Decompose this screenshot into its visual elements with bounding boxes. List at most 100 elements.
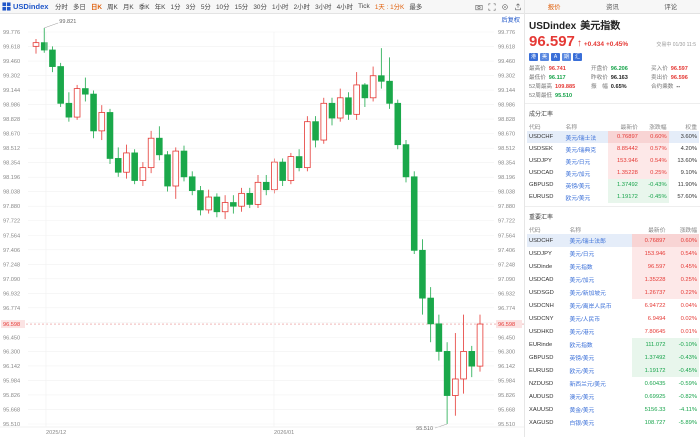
- period-12[interactable]: 30分: [253, 4, 267, 11]
- candle-body[interactable]: [262, 181, 270, 191]
- table-row[interactable]: USDCHF 美元/瑞士法郎 0.76897 0.60%: [527, 234, 699, 247]
- candle-body[interactable]: [419, 249, 426, 299]
- candle-body[interactable]: [304, 121, 311, 169]
- market-badge-icon[interactable]: 港: [529, 53, 538, 61]
- candle-body[interactable]: [139, 167, 147, 181]
- candle-body[interactable]: [82, 88, 89, 95]
- table-row[interactable]: USDHKD 美元/港元 7.80645 0.01%: [527, 325, 699, 338]
- period-17[interactable]: Tick: [358, 3, 370, 10]
- column-header[interactable]: 涨跌幅: [649, 124, 667, 131]
- column-header[interactable]: 名称: [565, 124, 578, 131]
- period-6[interactable]: 年K: [154, 4, 166, 11]
- table-row[interactable]: USDCAD 美元/加元 1.35228 0.25% 9.10%: [527, 167, 699, 179]
- table-row[interactable]: XAUUSD 黄金/美元 5156.33 -4.11%: [527, 403, 699, 416]
- tab-comments[interactable]: 评论: [664, 4, 678, 11]
- column-header[interactable]: 代码: [529, 227, 541, 234]
- table-row[interactable]: EURinde 欧元指数 111.072 -0.10%: [527, 338, 699, 351]
- candle-body[interactable]: [394, 102, 402, 146]
- table-row[interactable]: USDinde 美元指数 96.597 0.45%: [527, 260, 699, 273]
- table-row[interactable]: NZDUSD 新西兰元/美元 0.60435 -0.59%: [527, 377, 699, 390]
- candle-body[interactable]: [156, 137, 163, 156]
- period-13[interactable]: 1小时: [272, 4, 289, 11]
- candle-body[interactable]: [427, 297, 434, 325]
- camera-icon[interactable]: [475, 3, 483, 11]
- period-14[interactable]: 2小时: [293, 4, 310, 11]
- candle-body[interactable]: [336, 97, 344, 119]
- candle-body[interactable]: [49, 49, 56, 67]
- candle-body[interactable]: [476, 323, 484, 367]
- market-badge-icon[interactable]: 美: [540, 53, 549, 61]
- table-row[interactable]: USDCNH 美元/离岸人民币 6.94722 0.04%: [527, 299, 699, 312]
- candle-body[interactable]: [164, 154, 171, 187]
- market-badge-icon[interactable]: 汇: [573, 53, 582, 61]
- column-header[interactable]: 最新价: [620, 124, 638, 131]
- market-badge-icon[interactable]: A: [551, 53, 560, 61]
- chart-canvas[interactable]: 后复权 99.776 99.776 99.618 99.618 99.460 99.460 9…: [0, 14, 524, 437]
- candle-body[interactable]: [361, 84, 369, 99]
- table-row[interactable]: AUDUSD 澳元/美元 0.69925 -0.82%: [527, 390, 699, 403]
- restore-mode-link[interactable]: 后复权: [501, 16, 520, 24]
- candle-body[interactable]: [295, 156, 303, 169]
- column-header[interactable]: 涨跌幅: [679, 227, 697, 234]
- candle-body[interactable]: [328, 102, 336, 119]
- candle-body[interactable]: [353, 84, 360, 115]
- candle-body[interactable]: [65, 102, 73, 118]
- candle-body[interactable]: [147, 137, 155, 169]
- candle-body[interactable]: [410, 176, 418, 251]
- column-header[interactable]: 名称: [569, 227, 582, 234]
- candle-body[interactable]: [320, 102, 328, 141]
- period-9[interactable]: 5分: [200, 4, 211, 11]
- table-row[interactable]: USDJPY 美元/日元 153.946 0.54% 13.60%: [527, 155, 699, 167]
- candle-body[interactable]: [106, 112, 114, 159]
- candle-body[interactable]: [98, 112, 106, 132]
- share-icon[interactable]: [514, 3, 522, 11]
- candle-body[interactable]: [188, 176, 196, 192]
- candle-body[interactable]: [197, 190, 204, 211]
- candle-body[interactable]: [40, 42, 48, 51]
- period-8[interactable]: 3分: [185, 4, 196, 11]
- candle-body[interactable]: [230, 202, 237, 207]
- table-row[interactable]: GBPUSD 英镑/美元 1.37492 -0.43%: [527, 351, 699, 364]
- table-row[interactable]: USDSGD 美元/新加坡元 1.26737 0.22%: [527, 286, 699, 299]
- candle-body[interactable]: [345, 97, 352, 115]
- candle-body[interactable]: [131, 152, 138, 181]
- column-header[interactable]: 代码: [529, 124, 541, 131]
- candle-body[interactable]: [32, 42, 40, 47]
- candle-body[interactable]: [279, 161, 286, 181]
- candle-body[interactable]: [205, 196, 212, 211]
- candle-body[interactable]: [172, 150, 180, 187]
- candle-body[interactable]: [221, 202, 229, 213]
- period-15[interactable]: 3小时: [315, 4, 332, 11]
- candlestick-chart[interactable]: 后复权 99.776 99.776 99.618 99.618 99.460 99.460 9…: [0, 14, 524, 437]
- candle-body[interactable]: [254, 181, 262, 205]
- candle-body[interactable]: [114, 158, 122, 173]
- candle-body[interactable]: [468, 351, 476, 367]
- period-19[interactable]: 最多: [409, 4, 423, 11]
- candle-body[interactable]: [460, 351, 467, 380]
- period-18[interactable]: 1天 : 1分K: [374, 4, 405, 11]
- period-0[interactable]: 分时: [55, 4, 68, 11]
- candle-body[interactable]: [452, 378, 459, 396]
- column-header[interactable]: 最新价: [648, 227, 666, 234]
- period-11[interactable]: 15分: [234, 4, 249, 11]
- candle-body[interactable]: [238, 192, 245, 207]
- table-row[interactable]: USDCNY 美元/人民币 6.9494 0.02%: [527, 312, 699, 325]
- candle-body[interactable]: [435, 323, 443, 352]
- period-10[interactable]: 10分: [215, 4, 230, 11]
- period-5[interactable]: 季K: [138, 4, 150, 11]
- tab-news[interactable]: 资讯: [606, 4, 619, 11]
- candle-body[interactable]: [443, 351, 451, 396]
- period-1[interactable]: 多日: [73, 4, 86, 11]
- period-7[interactable]: 1分: [170, 4, 181, 11]
- candle-body[interactable]: [271, 161, 278, 191]
- table-row[interactable]: EURUSD 欧元/美元 1.19172 -0.45% 57.60%: [527, 191, 699, 203]
- candle-body[interactable]: [90, 93, 97, 132]
- period-4[interactable]: 月K: [123, 4, 134, 11]
- market-badge-icon[interactable]: 期: [562, 53, 571, 61]
- candle-body[interactable]: [123, 152, 130, 173]
- table-row[interactable]: USDJPY 美元/日元 153.946 0.54%: [527, 247, 699, 260]
- candle-body[interactable]: [57, 66, 64, 104]
- candle-body[interactable]: [73, 88, 81, 118]
- candle-body[interactable]: [312, 121, 319, 141]
- table-row[interactable]: GBPUSD 英镑/美元 1.37492 -0.43% 11.90%: [527, 179, 699, 191]
